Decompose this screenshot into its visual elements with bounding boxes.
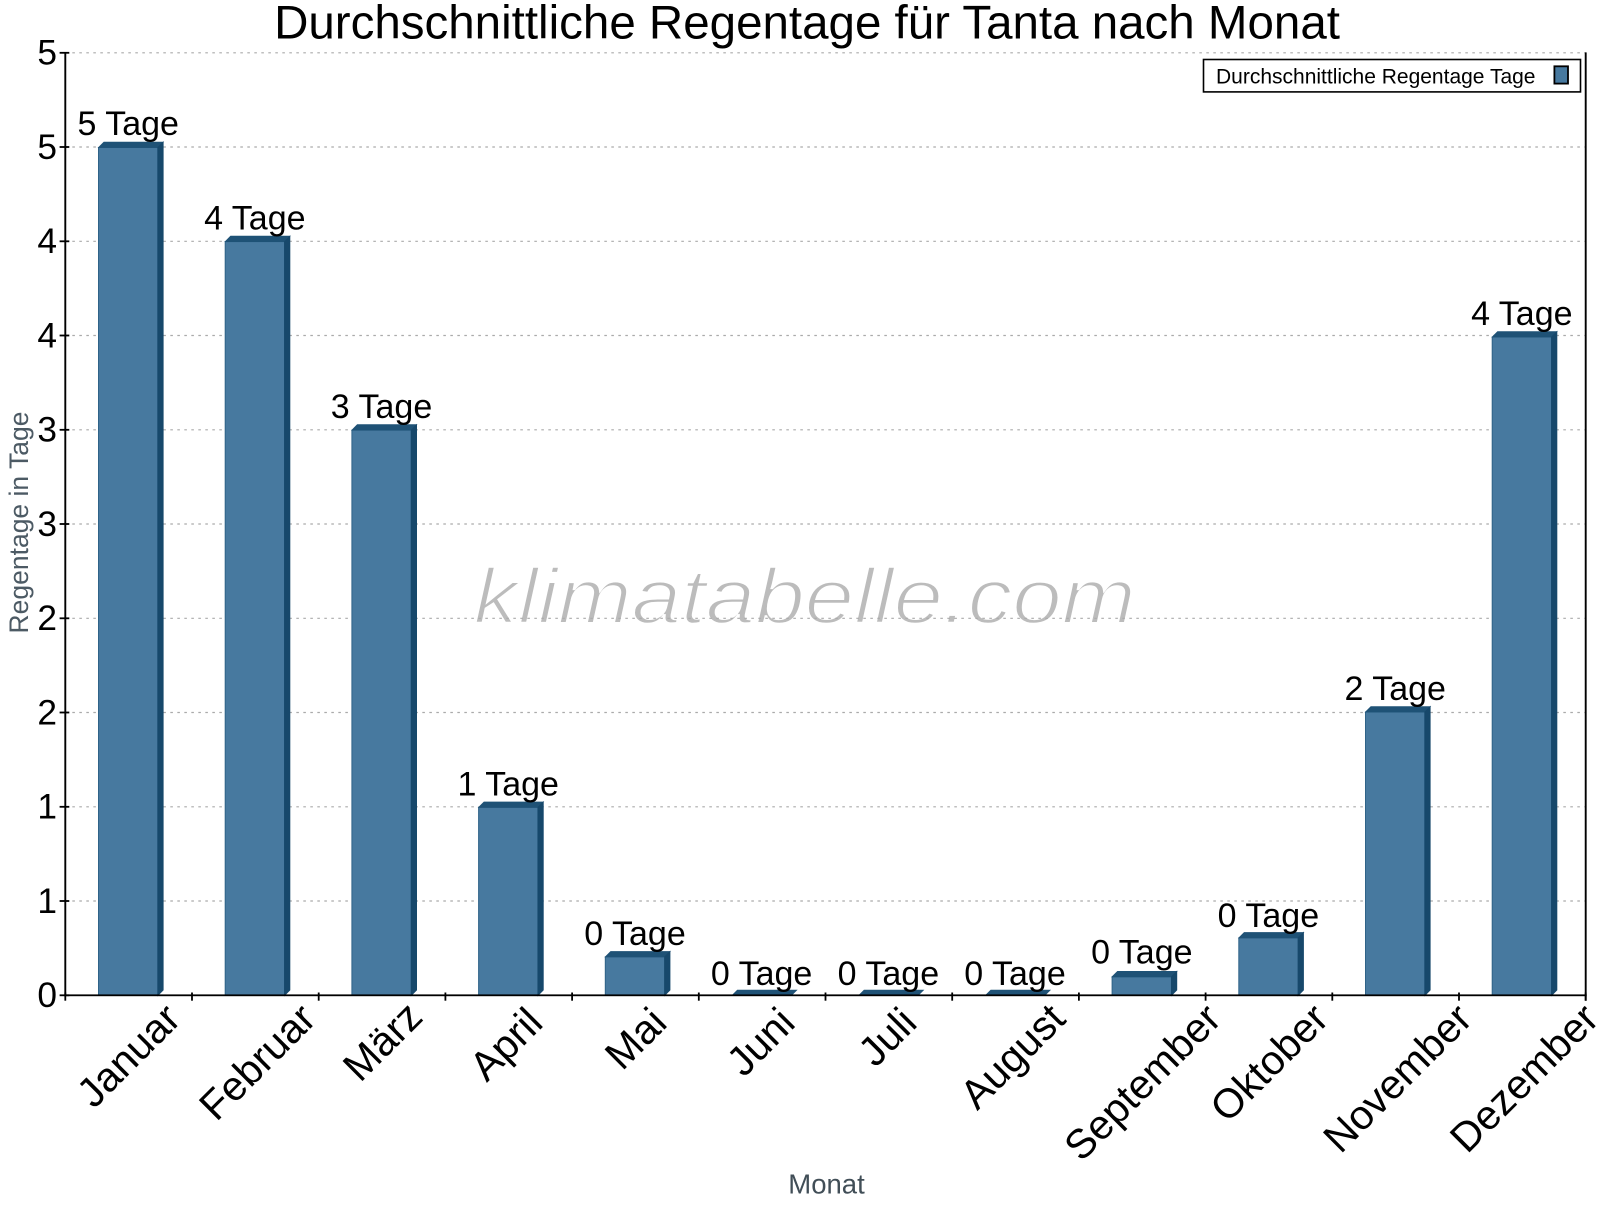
svg-text:2: 2	[37, 599, 57, 638]
svg-text:1: 1	[37, 788, 57, 827]
svg-text:4: 4	[37, 316, 57, 355]
svg-text:0: 0	[37, 976, 57, 1015]
svg-text:5: 5	[37, 34, 57, 73]
svg-text:3 Tage: 3 Tage	[331, 388, 432, 426]
svg-text:Regentage in Tage: Regentage in Tage	[4, 411, 34, 633]
svg-text:0 Tage: 0 Tage	[1218, 897, 1319, 935]
svg-text:0 Tage: 0 Tage	[1091, 933, 1192, 971]
svg-text:Durchschnittliche Regentage fü: Durchschnittliche Regentage für Tanta na…	[274, 0, 1340, 49]
svg-text:0 Tage: 0 Tage	[711, 955, 812, 993]
svg-text:1 Tage: 1 Tage	[457, 765, 558, 803]
svg-text:0 Tage: 0 Tage	[584, 915, 685, 953]
svg-text:0 Tage: 0 Tage	[838, 955, 939, 993]
svg-text:1: 1	[37, 882, 57, 921]
svg-text:3: 3	[37, 505, 57, 544]
svg-text:3: 3	[37, 411, 57, 450]
svg-text:4 Tage: 4 Tage	[1471, 295, 1572, 333]
svg-text:4 Tage: 4 Tage	[204, 200, 305, 238]
svg-text:Monat: Monat	[788, 1169, 865, 1200]
svg-text:klimatabelle.com: klimatabelle.com	[474, 552, 1136, 640]
svg-text:4: 4	[37, 222, 57, 261]
svg-text:5 Tage: 5 Tage	[77, 105, 178, 143]
svg-text:2: 2	[37, 693, 57, 732]
svg-text:0 Tage: 0 Tage	[964, 955, 1065, 993]
svg-text:Durchschnittliche Regentage Ta: Durchschnittliche Regentage Tage	[1216, 65, 1535, 88]
svg-text:2 Tage: 2 Tage	[1344, 670, 1445, 708]
svg-text:5: 5	[37, 128, 57, 167]
